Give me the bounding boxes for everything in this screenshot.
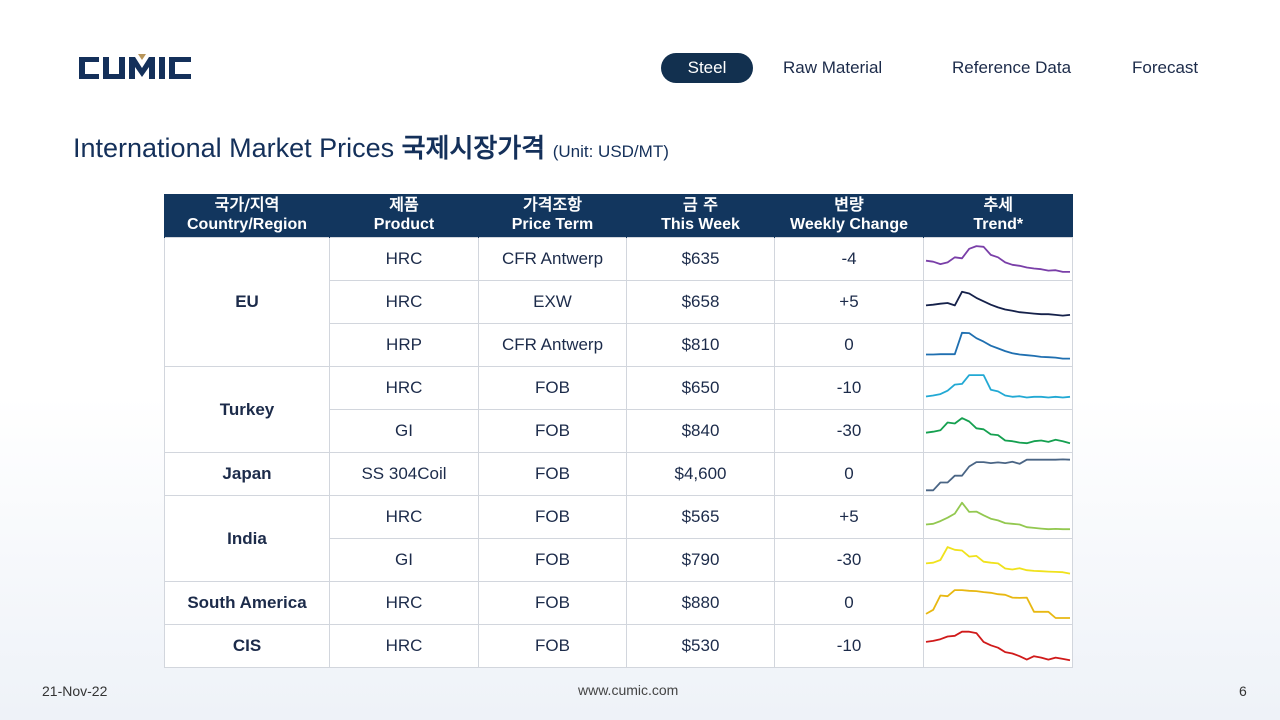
nav-reference-data[interactable]: Reference Data bbox=[952, 58, 1072, 77]
country-cell: CIS bbox=[164, 624, 330, 668]
product-cell: HRC bbox=[329, 280, 479, 324]
header-price-term: 가격조항 Price Term bbox=[478, 194, 627, 238]
price-term-cell: FOB bbox=[478, 538, 627, 582]
trend-sparkline bbox=[925, 589, 1070, 619]
table-row: GI FOB $840 -30 bbox=[165, 409, 1073, 453]
price-term-cell: FOB bbox=[478, 624, 627, 668]
weekly-change-cell: -30 bbox=[774, 409, 924, 453]
price-term-cell: CFR Antwerp bbox=[478, 237, 627, 281]
table-row: EU HRC CFR Antwerp $635 -4 bbox=[164, 237, 1073, 367]
table-row: India HRC FOB $565 +5 bbox=[164, 495, 1073, 582]
price-term-cell: FOB bbox=[478, 409, 627, 453]
header-weekly-change: 변량 Weekly Change bbox=[774, 194, 924, 238]
trend-sparkline bbox=[925, 501, 1070, 531]
country-cell: Turkey bbox=[164, 366, 330, 453]
price-term-cell: FOB bbox=[478, 366, 627, 410]
trend-sparkline bbox=[925, 374, 1071, 399]
trend-sparkline bbox=[925, 417, 1071, 445]
this-week-price-cell: $565 bbox=[626, 495, 775, 539]
trend-sparkline bbox=[925, 290, 1071, 317]
nav-raw-material[interactable]: Raw Material bbox=[783, 58, 883, 77]
this-week-price-cell: $880 bbox=[626, 581, 775, 625]
nav-steel[interactable]: Steel bbox=[661, 53, 753, 83]
price-term-cell: FOB bbox=[478, 581, 627, 625]
trend-cell bbox=[923, 366, 1073, 410]
trend-cell bbox=[923, 323, 1073, 367]
table-row: CIS HRC FOB $530 -10 bbox=[164, 624, 1073, 668]
header-trend: 추세 Trend* bbox=[923, 194, 1073, 238]
weekly-change-cell: 0 bbox=[774, 581, 924, 625]
product-cell: HRC bbox=[329, 237, 479, 281]
product-cell: GI bbox=[329, 538, 479, 582]
cumic-logo bbox=[79, 54, 191, 79]
weekly-change-cell: -4 bbox=[774, 237, 924, 281]
product-cell: SS 304Coil bbox=[329, 452, 479, 496]
header-product: 제품 Product bbox=[329, 194, 479, 238]
this-week-price-cell: $4,600 bbox=[626, 452, 775, 496]
trend-cell bbox=[923, 452, 1073, 496]
table-row: HRP CFR Antwerp $810 0 bbox=[165, 323, 1073, 367]
table-row: GI FOB $790 -30 bbox=[165, 538, 1073, 582]
product-cell: HRC bbox=[329, 495, 479, 539]
title-unit: (Unit: USD/MT) bbox=[552, 142, 669, 161]
this-week-price-cell: $658 bbox=[626, 280, 775, 324]
product-cell: HRC bbox=[329, 366, 479, 410]
price-term-cell: FOB bbox=[478, 495, 627, 539]
table-header-row: 국가/지역 Country/Region 제품 Product 가격조항 Price … bbox=[164, 194, 1073, 238]
price-term-cell: CFR Antwerp bbox=[478, 323, 627, 367]
weekly-change-cell: +5 bbox=[774, 280, 924, 324]
trend-cell bbox=[923, 409, 1073, 453]
page-number: 6 bbox=[1239, 683, 1247, 699]
table-row: Japan SS 304Coil FOB $4,600 0 bbox=[164, 452, 1073, 496]
product-cell: GI bbox=[329, 409, 479, 453]
product-cell: HRP bbox=[329, 323, 479, 367]
weekly-change-cell: -10 bbox=[774, 366, 924, 410]
trend-sparkline bbox=[926, 331, 1070, 360]
trend-cell bbox=[923, 237, 1073, 281]
trend-sparkline bbox=[925, 630, 1071, 662]
product-cell: HRC bbox=[329, 624, 479, 668]
table-row: Turkey HRC FOB $650 -10 bbox=[164, 366, 1073, 453]
country-cell: Japan bbox=[164, 452, 330, 496]
this-week-price-cell: $650 bbox=[626, 366, 775, 410]
trend-sparkline bbox=[926, 458, 1071, 492]
country-cell: EU bbox=[164, 237, 330, 367]
this-week-price-cell: $840 bbox=[626, 409, 775, 453]
trend-sparkline bbox=[925, 546, 1071, 575]
weekly-change-cell: +5 bbox=[774, 495, 924, 539]
header-country: 국가/지역 Country/Region bbox=[164, 194, 330, 238]
country-cell: South America bbox=[164, 581, 330, 625]
product-cell: HRC bbox=[329, 581, 479, 625]
this-week-price-cell: $790 bbox=[626, 538, 775, 582]
title-text: International Market Prices bbox=[73, 133, 395, 163]
this-week-price-cell: $810 bbox=[626, 323, 775, 367]
footer-url[interactable]: www.cumic.com bbox=[578, 682, 679, 698]
nav-forecast[interactable]: Forecast bbox=[1132, 58, 1199, 77]
trend-cell bbox=[923, 280, 1073, 324]
title-korean: 국제시장가격 bbox=[401, 134, 546, 164]
trend-cell bbox=[923, 581, 1073, 625]
table-row: South America HRC FOB $880 0 bbox=[164, 581, 1073, 625]
this-week-price-cell: $530 bbox=[626, 624, 775, 668]
price-table: 국가/지역 Country/Region 제품 Product 가격조항 Price … bbox=[164, 194, 1073, 668]
page-title: International Market Prices 국제시장가격 (Unit… bbox=[73, 128, 669, 165]
table-row: HRC EXW $658 +5 bbox=[165, 280, 1073, 324]
weekly-change-cell: 0 bbox=[774, 323, 924, 367]
trend-cell bbox=[923, 495, 1073, 539]
country-cell: India bbox=[164, 495, 330, 582]
footer-date: 21-Nov-22 bbox=[42, 683, 108, 699]
trend-sparkline bbox=[925, 245, 1070, 273]
price-term-cell: FOB bbox=[478, 452, 627, 496]
weekly-change-cell: -10 bbox=[774, 624, 924, 668]
weekly-change-cell: -30 bbox=[774, 538, 924, 582]
this-week-price-cell: $635 bbox=[626, 237, 775, 281]
trend-cell bbox=[923, 538, 1073, 582]
weekly-change-cell: 0 bbox=[774, 452, 924, 496]
price-term-cell: EXW bbox=[478, 280, 627, 324]
trend-cell bbox=[923, 624, 1073, 668]
header-this-week: 금 주 This Week bbox=[626, 194, 775, 238]
